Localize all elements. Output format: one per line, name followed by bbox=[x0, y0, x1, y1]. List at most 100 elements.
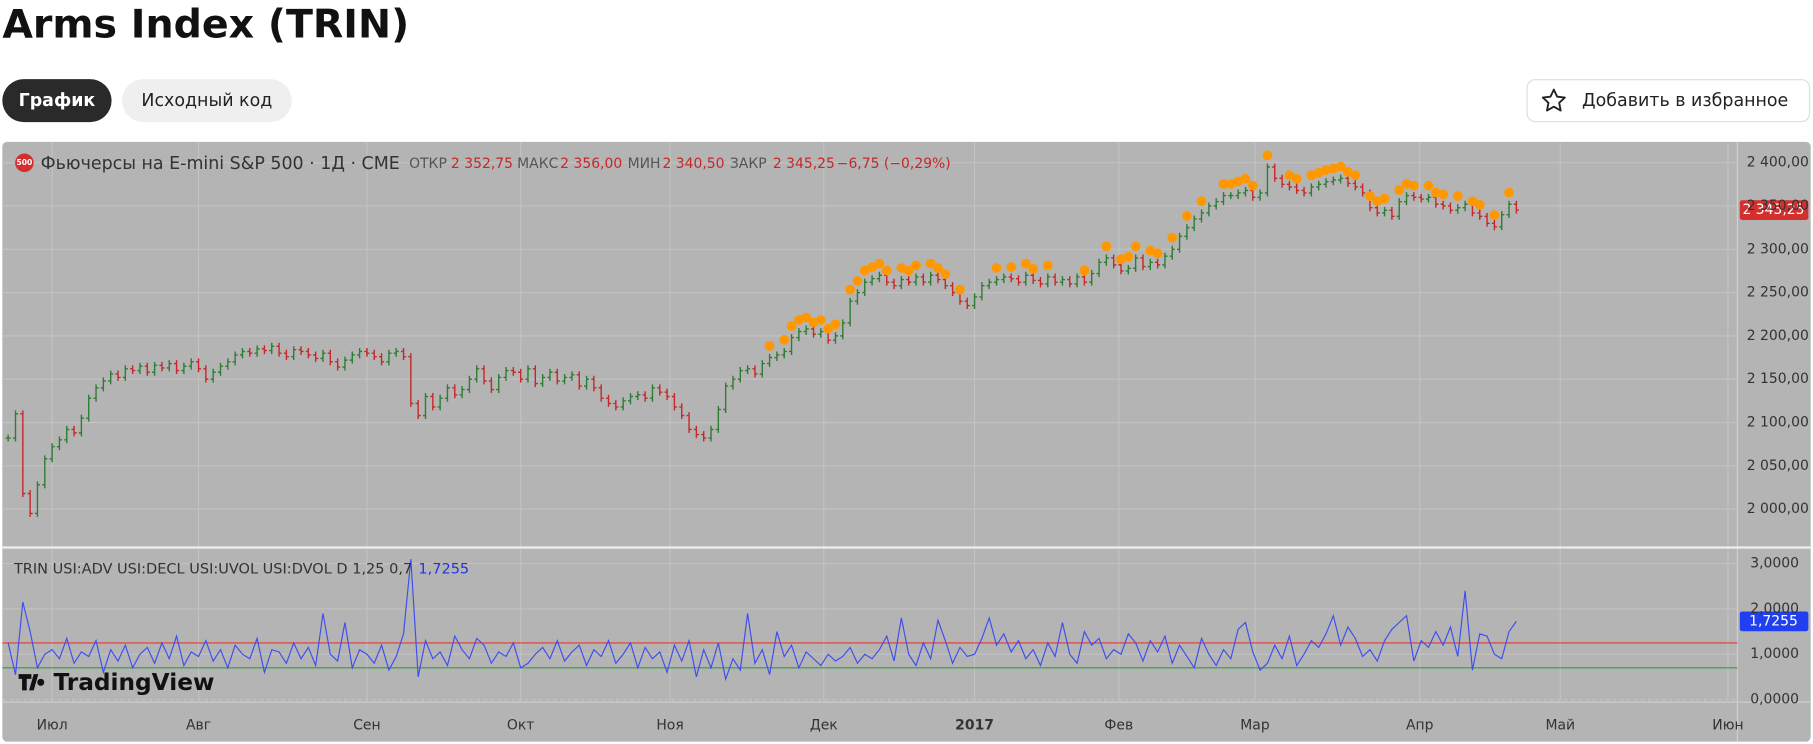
price-bar bbox=[1096, 258, 1102, 278]
price-bar bbox=[503, 367, 509, 381]
star-icon[interactable] bbox=[1541, 88, 1566, 112]
price-bar bbox=[115, 370, 121, 381]
price-bar bbox=[657, 384, 663, 396]
tab-active[interactable] bbox=[2, 79, 112, 123]
price-bar bbox=[1242, 186, 1249, 197]
favorite-button[interactable] bbox=[1526, 79, 1811, 123]
signal-dot bbox=[1291, 173, 1302, 184]
signal-dot bbox=[1225, 179, 1236, 189]
price-bar bbox=[1455, 204, 1461, 214]
signal-dot bbox=[1328, 163, 1339, 174]
signal-dot bbox=[1262, 150, 1273, 161]
price-bar bbox=[1389, 206, 1395, 220]
price-bar bbox=[620, 397, 626, 411]
price-bar bbox=[291, 346, 297, 361]
price-bar bbox=[605, 394, 612, 407]
signal-dot bbox=[874, 258, 885, 269]
symbol-badge bbox=[15, 153, 34, 173]
signal-dot bbox=[1020, 258, 1031, 269]
signal-dot bbox=[1474, 199, 1485, 210]
price-bar bbox=[562, 373, 568, 385]
signal-dot bbox=[940, 269, 951, 279]
price-bar bbox=[349, 351, 355, 364]
price-bar bbox=[276, 342, 282, 357]
signal-dot bbox=[1284, 170, 1295, 181]
price-bar bbox=[664, 388, 670, 400]
signal-dot bbox=[1430, 187, 1441, 198]
signal-dot bbox=[1343, 166, 1353, 177]
price-bar bbox=[159, 361, 165, 372]
signal-dot bbox=[823, 323, 834, 334]
price-bar bbox=[1360, 183, 1366, 197]
price-bar bbox=[854, 289, 861, 305]
price-bar bbox=[818, 328, 824, 338]
price-bar bbox=[188, 358, 194, 370]
price-bar bbox=[986, 278, 992, 290]
signal-dot bbox=[1233, 176, 1244, 187]
price-bar bbox=[1059, 276, 1065, 286]
price-bar bbox=[715, 406, 721, 433]
y-tick-label: 2 200,00 bbox=[1747, 328, 1809, 344]
signal-dot bbox=[845, 284, 856, 295]
badge-text: 500 bbox=[17, 158, 33, 167]
price-bar bbox=[298, 346, 304, 355]
favorite-label[interactable]: Добавить в избранное bbox=[1582, 91, 1788, 111]
price-bar bbox=[1264, 163, 1270, 197]
x-tick-label: Мар bbox=[1240, 717, 1270, 733]
price-bar bbox=[1140, 254, 1146, 271]
price-bar bbox=[122, 365, 128, 381]
signal-dot bbox=[1365, 191, 1375, 201]
price-bar bbox=[1008, 273, 1014, 283]
price-bar bbox=[64, 425, 70, 444]
signal-dot bbox=[779, 334, 790, 345]
price-bar bbox=[847, 297, 853, 327]
price-bar bbox=[898, 276, 904, 290]
tab-label[interactable]: График bbox=[19, 91, 96, 111]
price-bar bbox=[1052, 273, 1058, 286]
grid bbox=[2, 141, 1738, 701]
signal-dot bbox=[1350, 170, 1361, 181]
tab[interactable] bbox=[122, 79, 292, 123]
price-bar bbox=[935, 271, 941, 284]
price-bar bbox=[1023, 271, 1029, 286]
price-bar bbox=[335, 358, 341, 371]
price-bar bbox=[174, 360, 180, 375]
signal-dot bbox=[1372, 196, 1383, 207]
price-bar bbox=[130, 365, 136, 375]
price-bar bbox=[840, 319, 846, 340]
signal-dot bbox=[786, 321, 797, 331]
signal-dot bbox=[1123, 251, 1134, 262]
price-bar bbox=[49, 443, 55, 463]
price-tag-label: 2 345,25 bbox=[1742, 202, 1804, 218]
price-bar bbox=[920, 273, 926, 286]
signal-dot bbox=[1028, 263, 1039, 274]
price-bar bbox=[832, 332, 839, 344]
price-bar bbox=[1294, 183, 1300, 194]
price-bar bbox=[701, 431, 707, 442]
price-bar bbox=[1213, 198, 1219, 210]
price-bar bbox=[547, 368, 553, 381]
trin-line bbox=[7, 559, 1517, 682]
price-bar bbox=[745, 365, 751, 375]
price-bar bbox=[1374, 204, 1380, 217]
price-bar bbox=[1440, 200, 1446, 210]
price-bar bbox=[488, 377, 494, 394]
price-bar bbox=[810, 325, 817, 338]
price-bar bbox=[598, 384, 604, 402]
price-bar bbox=[993, 276, 1000, 286]
price-bar bbox=[1279, 174, 1285, 188]
x-tick-label: Июн bbox=[1712, 717, 1743, 733]
ohlc-value: 2 356,00 bbox=[560, 156, 622, 172]
price-bar bbox=[1272, 163, 1278, 182]
signal-dot bbox=[1247, 180, 1258, 191]
y-tick-label: 2 000,00 bbox=[1747, 501, 1809, 517]
price-bar bbox=[928, 271, 934, 286]
price-bar bbox=[1286, 180, 1292, 191]
price-bar bbox=[452, 384, 458, 399]
signal-dot bbox=[881, 265, 892, 276]
price-bar bbox=[1462, 200, 1468, 212]
tab-label[interactable]: Исходный код bbox=[141, 91, 272, 111]
signal-dot bbox=[925, 258, 936, 269]
price-bar bbox=[1411, 192, 1417, 201]
price-bar bbox=[78, 414, 84, 437]
